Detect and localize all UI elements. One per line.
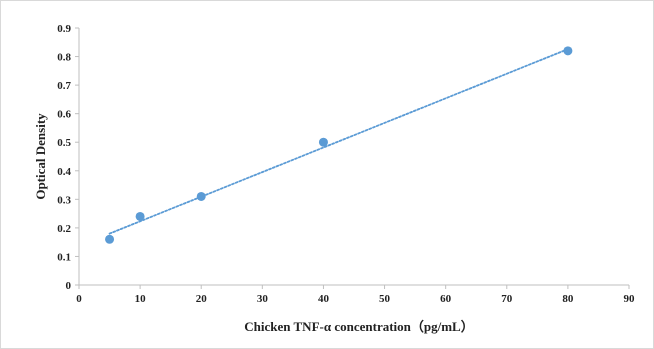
x-tick-label: 90	[624, 293, 636, 305]
y-tick-label: 0.4	[57, 166, 71, 178]
trendline	[108, 48, 569, 235]
data-point	[196, 191, 206, 201]
axes	[75, 27, 630, 289]
y-tick-label: 0.7	[57, 80, 71, 92]
x-tick-label: 60	[440, 293, 452, 305]
x-axis-title: Chicken TNF-α concentration（pg/mL）	[244, 319, 473, 334]
y-axis-title: Optical Density	[33, 113, 48, 200]
x-tick-label: 40	[318, 293, 330, 305]
data-point	[105, 234, 115, 244]
x-tick-label: 70	[501, 293, 513, 305]
tick-labels: 0 10 20 30 40 50 60 70 80 90 0 0.1 0.2 0.3 0.4 0.5 0.6 0.…	[57, 23, 635, 305]
data-point	[135, 211, 145, 221]
x-tick-label: 80	[562, 293, 574, 305]
x-tick-label: 30	[257, 293, 269, 305]
x-tick-label: 0	[76, 293, 82, 305]
y-tick-label: 0.8	[57, 52, 71, 64]
trendline-group	[108, 48, 569, 235]
x-tick-label: 10	[135, 293, 147, 305]
y-tick-label: 0.1	[57, 251, 71, 263]
y-tick-label: 0	[66, 280, 72, 292]
y-tick-label: 0.3	[57, 194, 71, 206]
x-tick-label: 20	[196, 293, 208, 305]
data-point	[318, 137, 328, 147]
y-tick-label: 0.9	[57, 23, 71, 35]
data-point	[563, 46, 573, 56]
y-tick-label: 0.2	[57, 223, 71, 235]
y-tick-label: 0.5	[57, 137, 71, 149]
data-points	[105, 46, 573, 244]
y-tick-label: 0.6	[57, 109, 71, 121]
x-tick-label: 50	[379, 293, 391, 305]
